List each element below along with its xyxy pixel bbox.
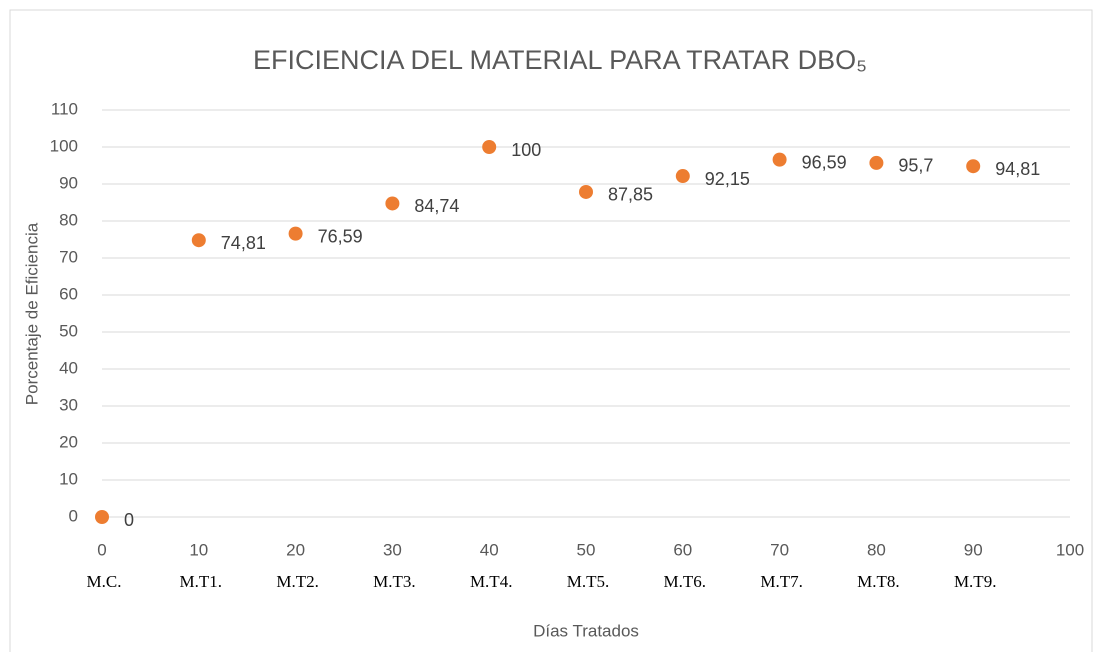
x-tick-label: 70 (770, 540, 789, 559)
y-tick-label: 100 (50, 136, 78, 155)
point (675, 169, 690, 184)
y-tick-label: 110 (51, 99, 78, 118)
point (772, 152, 787, 167)
data-label: 76,59 (318, 226, 363, 246)
data-label: 87,85 (608, 185, 653, 205)
x-tick-label: 90 (964, 540, 983, 559)
x-axis-title: Días Tratados (533, 621, 639, 640)
point (385, 196, 400, 211)
point (288, 226, 303, 241)
y-tick-label: 30 (59, 395, 78, 414)
point-name: M.T3. (373, 572, 416, 591)
point (482, 140, 497, 154)
data-label: 95,7 (898, 156, 933, 176)
point-name: M.T6. (664, 572, 707, 591)
x-tick-label: 30 (383, 540, 402, 559)
data-label: 94,81 (995, 159, 1040, 179)
y-tick-label: 90 (59, 173, 78, 192)
y-tick-label: 60 (59, 284, 78, 303)
y-tick-label: 80 (59, 210, 78, 229)
y-tick-label: 50 (59, 321, 78, 340)
x-tick-label: 100 (1056, 540, 1084, 559)
point-name: M.T1. (180, 572, 223, 591)
point (966, 159, 981, 174)
x-tick-label: 80 (867, 540, 886, 559)
y-tick-label: 20 (59, 432, 78, 451)
point (869, 155, 884, 170)
point-name: M.T9. (954, 572, 997, 591)
y-tick-label: 10 (59, 469, 78, 488)
x-tick-label: 60 (673, 540, 692, 559)
data-label: 96,59 (802, 152, 847, 172)
chart-title: EFICIENCIA DEL MATERIAL PARA TRATAR DBO₅ (253, 45, 867, 75)
x-tick-label: 10 (189, 540, 208, 559)
data-label: 92,15 (705, 169, 750, 189)
y-tick-label: 0 (69, 506, 78, 525)
data-label: 74,81 (221, 233, 266, 253)
y-tick-label: 40 (59, 358, 78, 377)
point-name: M.T2. (276, 572, 319, 591)
x-tick-label: 50 (577, 540, 596, 559)
point-name: M.T5. (567, 572, 610, 591)
point-name: M.T4. (470, 572, 513, 591)
chart-frame (9, 9, 1093, 652)
point (191, 233, 206, 248)
data-label: 84,74 (414, 196, 459, 216)
data-label: 0 (124, 510, 134, 530)
x-tick-label: 20 (286, 540, 305, 559)
y-tick-label: 70 (59, 247, 78, 266)
y-axis-title: Porcentaje de Eficiencia (22, 222, 41, 405)
point-name: M.T8. (857, 572, 900, 591)
point-name: M.C. (87, 572, 122, 591)
x-tick-label: 0 (97, 540, 106, 559)
point (95, 510, 109, 524)
point (579, 184, 593, 199)
data-label: 100 (511, 140, 541, 160)
point-name: M.T7. (760, 572, 803, 591)
x-tick-label: 40 (480, 540, 499, 559)
